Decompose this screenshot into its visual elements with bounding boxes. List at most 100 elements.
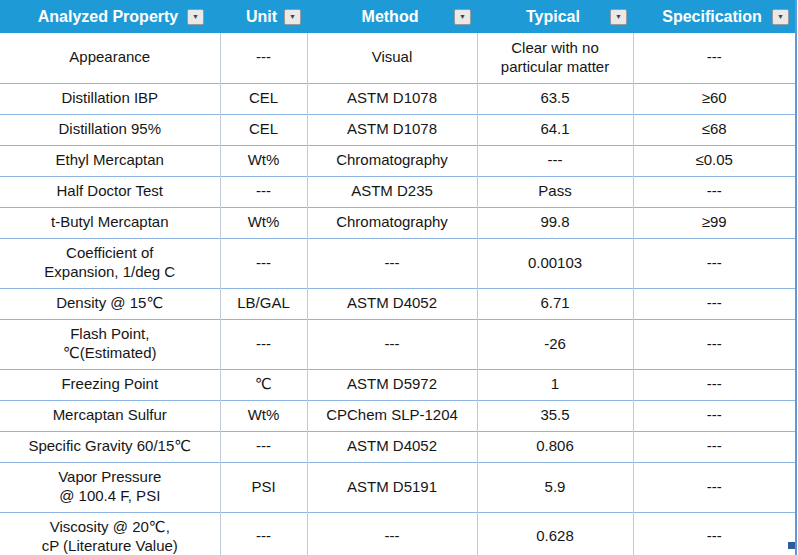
table-row: Density @ 15℃LB/GALASTM D40526.71---: [0, 288, 796, 319]
filter-button-unit[interactable]: ▼: [284, 9, 301, 25]
cell[interactable]: Flash Point, ℃(Estimated): [0, 319, 220, 369]
cell[interactable]: Half Doctor Test: [0, 176, 220, 207]
cell[interactable]: ASTM D1078: [307, 83, 477, 114]
cell[interactable]: ASTM D235: [307, 176, 477, 207]
column-header-specification[interactable]: Specification ▼: [633, 0, 796, 33]
filter-button-typical[interactable]: ▼: [610, 9, 627, 25]
cell[interactable]: ≤0.05: [633, 145, 796, 176]
cell[interactable]: ---: [633, 369, 796, 400]
cell[interactable]: Mercaptan Sulfur: [0, 400, 220, 431]
table-row: Appearance---VisualClear with no particu…: [0, 33, 796, 83]
column-header-method[interactable]: Method ▼: [307, 0, 477, 33]
dropdown-arrow-icon: ▼: [459, 13, 466, 20]
cell[interactable]: ---: [307, 238, 477, 288]
table-row: Specific Gravity 60/15℃---ASTM D40520.80…: [0, 431, 796, 462]
cell[interactable]: CPChem SLP-1204: [307, 400, 477, 431]
cell[interactable]: ---: [633, 400, 796, 431]
cell[interactable]: ---: [220, 238, 307, 288]
cell[interactable]: ---: [307, 319, 477, 369]
cell[interactable]: ---: [220, 512, 307, 555]
table-row: Vapor Pressure @ 100.4 F, PSIPSIASTM D51…: [0, 462, 796, 512]
cell[interactable]: CEL: [220, 114, 307, 145]
column-header-analyzed-property[interactable]: Analyzed Property ▼: [0, 0, 220, 33]
cell[interactable]: 0.806: [477, 431, 633, 462]
cell[interactable]: ---: [633, 431, 796, 462]
cell[interactable]: Wt%: [220, 207, 307, 238]
cell[interactable]: ASTM D4052: [307, 288, 477, 319]
table-body: Appearance---VisualClear with no particu…: [0, 33, 796, 555]
cell[interactable]: 63.5: [477, 83, 633, 114]
cell[interactable]: Visual: [307, 33, 477, 83]
table-row: Mercaptan SulfurWt%CPChem SLP-120435.5--…: [0, 400, 796, 431]
cell[interactable]: ≤68: [633, 114, 796, 145]
cell[interactable]: ≥60: [633, 83, 796, 114]
table-row: Distillation 95%CELASTM D107864.1≤68: [0, 114, 796, 145]
cell[interactable]: 5.9: [477, 462, 633, 512]
cell[interactable]: 1: [477, 369, 633, 400]
cell[interactable]: ---: [633, 33, 796, 83]
table-row: Coefficient of Expansion, 1/deg C------0…: [0, 238, 796, 288]
dropdown-arrow-icon: ▼: [192, 13, 199, 20]
cell[interactable]: Freezing Point: [0, 369, 220, 400]
cell[interactable]: -26: [477, 319, 633, 369]
cell[interactable]: ---: [220, 431, 307, 462]
filter-button-specification[interactable]: ▼: [772, 9, 789, 25]
cell[interactable]: 35.5: [477, 400, 633, 431]
cell[interactable]: ---: [477, 145, 633, 176]
table-resize-handle[interactable]: [788, 542, 795, 549]
table-row: Ethyl MercaptanWt%Chromatography---≤0.05: [0, 145, 796, 176]
cell[interactable]: Clear with no particular matter: [477, 33, 633, 83]
cell[interactable]: 0.628: [477, 512, 633, 555]
cell[interactable]: Chromatography: [307, 207, 477, 238]
filter-button-method[interactable]: ▼: [454, 9, 471, 25]
table-header-row: Analyzed Property ▼ Unit ▼ Method ▼ Typi…: [0, 0, 796, 33]
cell[interactable]: ASTM D4052: [307, 431, 477, 462]
cell[interactable]: ---: [307, 512, 477, 555]
cell[interactable]: Distillation IBP: [0, 83, 220, 114]
cell[interactable]: ---: [220, 33, 307, 83]
cell[interactable]: Coefficient of Expansion, 1/deg C: [0, 238, 220, 288]
cell[interactable]: Appearance: [0, 33, 220, 83]
cell[interactable]: 64.1: [477, 114, 633, 145]
cell[interactable]: ---: [633, 512, 796, 555]
cell[interactable]: Ethyl Mercaptan: [0, 145, 220, 176]
cell[interactable]: 0.00103: [477, 238, 633, 288]
cell[interactable]: Viscosity @ 20℃, cP (Literature Value): [0, 512, 220, 555]
cell[interactable]: LB/GAL: [220, 288, 307, 319]
dropdown-arrow-icon: ▼: [777, 13, 784, 20]
cell[interactable]: ASTM D1078: [307, 114, 477, 145]
cell[interactable]: ---: [220, 319, 307, 369]
cell[interactable]: ASTM D5972: [307, 369, 477, 400]
cell[interactable]: Specific Gravity 60/15℃: [0, 431, 220, 462]
product-spec-table: Analyzed Property ▼ Unit ▼ Method ▼ Typi…: [0, 0, 797, 555]
cell[interactable]: t-Butyl Mercaptan: [0, 207, 220, 238]
column-header-label: Specification: [662, 8, 766, 26]
cell[interactable]: PSI: [220, 462, 307, 512]
cell[interactable]: ---: [633, 176, 796, 207]
cell[interactable]: ---: [633, 462, 796, 512]
cell[interactable]: Pass: [477, 176, 633, 207]
filter-button-analyzed-property[interactable]: ▼: [187, 9, 204, 25]
cell[interactable]: ---: [633, 238, 796, 288]
cell[interactable]: Density @ 15℃: [0, 288, 220, 319]
cell[interactable]: ≥99: [633, 207, 796, 238]
cell[interactable]: Vapor Pressure @ 100.4 F, PSI: [0, 462, 220, 512]
cell[interactable]: 6.71: [477, 288, 633, 319]
dropdown-arrow-icon: ▼: [289, 13, 296, 20]
cell[interactable]: ---: [633, 319, 796, 369]
cell[interactable]: Wt%: [220, 145, 307, 176]
cell[interactable]: ---: [633, 288, 796, 319]
column-header-typical[interactable]: Typical ▼: [477, 0, 633, 33]
cell[interactable]: Distillation 95%: [0, 114, 220, 145]
cell[interactable]: CEL: [220, 83, 307, 114]
cell[interactable]: ---: [220, 176, 307, 207]
cell[interactable]: ℃: [220, 369, 307, 400]
cell[interactable]: Chromatography: [307, 145, 477, 176]
cell[interactable]: ASTM D5191: [307, 462, 477, 512]
table-row: Viscosity @ 20℃, cP (Literature Value)--…: [0, 512, 796, 555]
cell[interactable]: 99.8: [477, 207, 633, 238]
cell[interactable]: Wt%: [220, 400, 307, 431]
column-header-label: Analyzed Property: [38, 8, 182, 26]
table-row: t-Butyl MercaptanWt%Chromatography99.8≥9…: [0, 207, 796, 238]
column-header-unit[interactable]: Unit ▼: [220, 0, 307, 33]
